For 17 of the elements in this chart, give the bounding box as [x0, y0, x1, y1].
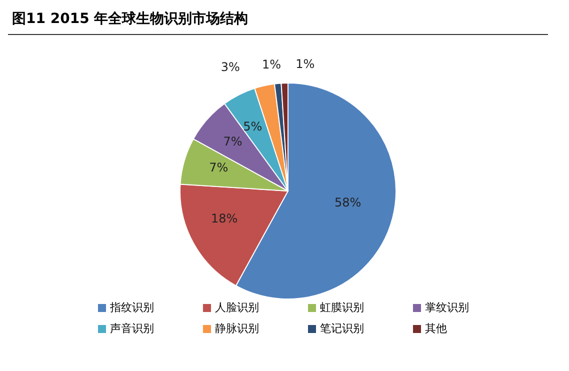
- data-label: 5%: [243, 119, 262, 134]
- legend-label: 指纹识别: [110, 300, 154, 315]
- legend-label: 其他: [425, 321, 447, 336]
- chart-title: 图11 2015 年全球生物识别市场结构: [12, 10, 248, 28]
- data-label: 18%: [210, 211, 238, 226]
- data-label: 7%: [223, 134, 242, 149]
- legend-label: 人脸识别: [215, 300, 259, 315]
- legend-label: 静脉识别: [215, 321, 259, 336]
- data-label: 58%: [334, 196, 362, 210]
- data-label: 3%: [220, 60, 240, 74]
- data-label: 1%: [262, 58, 282, 72]
- legend-label: 虹膜识别: [320, 300, 364, 315]
- legend-label: 声音识别: [110, 321, 154, 336]
- legend-label: 笔记识别: [320, 321, 364, 336]
- legend-label: 掌纹识别: [425, 300, 469, 315]
- data-label: 1%: [296, 57, 315, 72]
- data-label: 7%: [209, 160, 228, 174]
